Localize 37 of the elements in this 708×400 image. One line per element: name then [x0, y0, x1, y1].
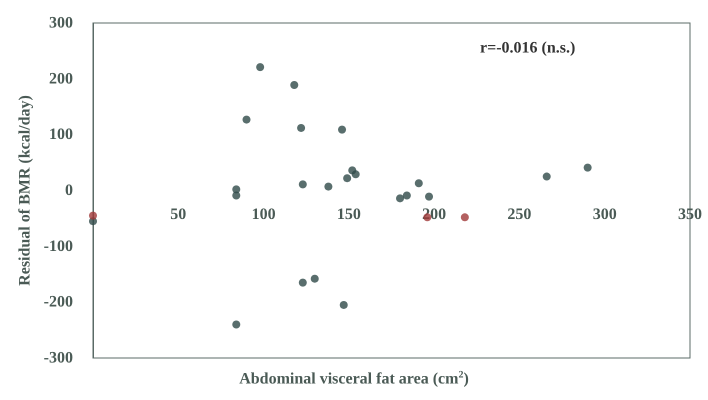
y-tick-label: 200	[49, 70, 73, 88]
point	[290, 80, 298, 89]
y-tick-label: 100	[49, 126, 73, 144]
x-tick-label: 300	[592, 206, 617, 223]
point	[352, 170, 360, 178]
point	[298, 278, 307, 287]
y-tick-label: -100	[44, 238, 73, 255]
point	[343, 174, 352, 182]
point	[232, 192, 240, 200]
x-tick-label: 50	[170, 206, 186, 223]
point	[89, 212, 97, 220]
x-tick-label: 250	[507, 206, 532, 223]
y-tick-label: -200	[44, 294, 73, 311]
point	[414, 179, 423, 188]
point	[256, 63, 264, 72]
x-tick-label: 100	[252, 206, 276, 223]
y-axis-title: Residual of BMR (kcal/day)	[16, 95, 34, 286]
y-tick-label: -300	[44, 350, 73, 366]
x-tick-label: 150	[336, 206, 361, 223]
point	[402, 192, 411, 200]
point	[297, 124, 306, 132]
annotation: r=-0.016 (n.s.)	[480, 40, 576, 56]
point	[310, 274, 319, 283]
point	[542, 172, 551, 181]
point	[340, 300, 348, 309]
point	[396, 194, 404, 202]
y-tick-label: 300	[49, 14, 73, 32]
point	[324, 182, 332, 191]
x-tick-label: 200	[422, 206, 446, 223]
point	[232, 320, 240, 328]
point	[338, 126, 346, 134]
point	[242, 116, 251, 124]
y-tick-label: 0	[65, 182, 73, 199]
point	[425, 192, 434, 201]
point	[584, 164, 592, 172]
point	[298, 180, 307, 188]
point	[460, 213, 469, 222]
